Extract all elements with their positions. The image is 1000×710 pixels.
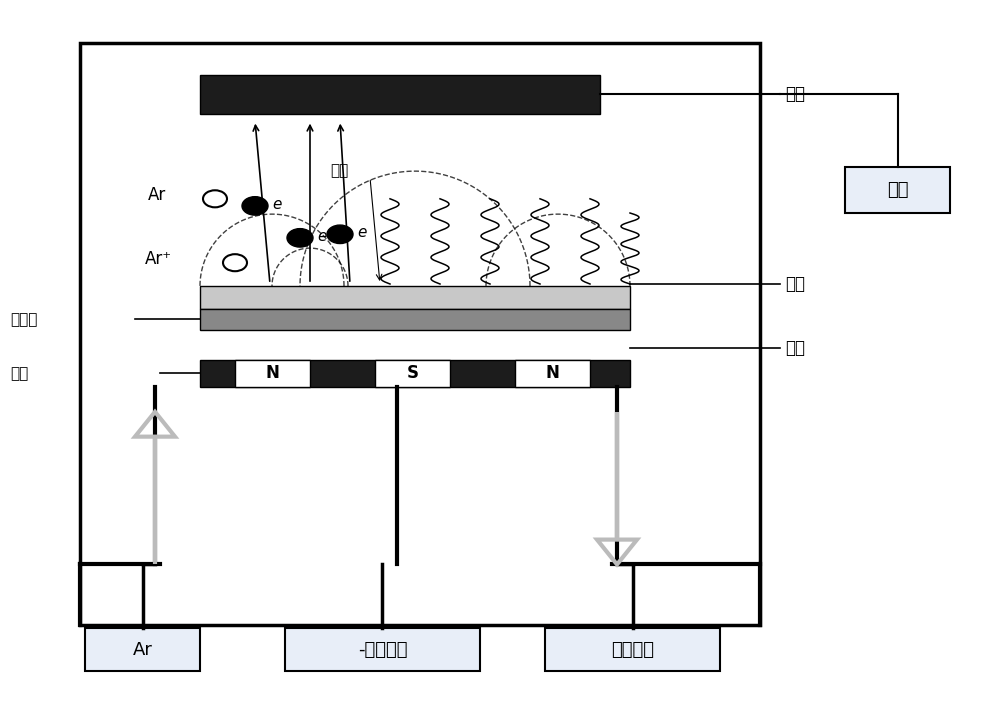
Bar — [515, 360, 590, 387]
Text: N: N — [266, 364, 279, 383]
Text: Ar⁺: Ar⁺ — [145, 250, 172, 268]
Circle shape — [287, 229, 313, 247]
Text: 极板: 极板 — [10, 366, 28, 381]
Text: 靶材: 靶材 — [785, 275, 805, 293]
Text: 磁铁: 磁铁 — [785, 339, 805, 357]
Text: 真空泵组: 真空泵组 — [611, 640, 654, 659]
Circle shape — [327, 225, 353, 244]
Text: Ar: Ar — [133, 640, 152, 659]
Text: 靶材: 靶材 — [330, 163, 348, 178]
Bar — [80, 43, 760, 625]
Bar — [235, 360, 310, 387]
Text: e: e — [357, 225, 366, 241]
Bar — [285, 628, 480, 671]
Text: e: e — [317, 229, 326, 244]
Text: 接地: 接地 — [887, 181, 908, 199]
Circle shape — [242, 197, 268, 215]
Text: e: e — [272, 197, 281, 212]
Text: -射频电源: -射频电源 — [358, 640, 407, 659]
Text: Ar: Ar — [148, 186, 166, 204]
Bar — [200, 286, 630, 309]
Bar — [375, 360, 450, 387]
Text: S: S — [406, 364, 418, 383]
Bar — [85, 628, 200, 671]
Bar — [200, 360, 630, 387]
Text: N: N — [546, 364, 559, 383]
Bar — [545, 628, 720, 671]
Text: 铜背板: 铜背板 — [10, 312, 37, 327]
Bar — [845, 167, 950, 213]
Bar — [200, 75, 600, 114]
Text: 样品: 样品 — [785, 85, 805, 104]
Bar — [200, 309, 630, 330]
